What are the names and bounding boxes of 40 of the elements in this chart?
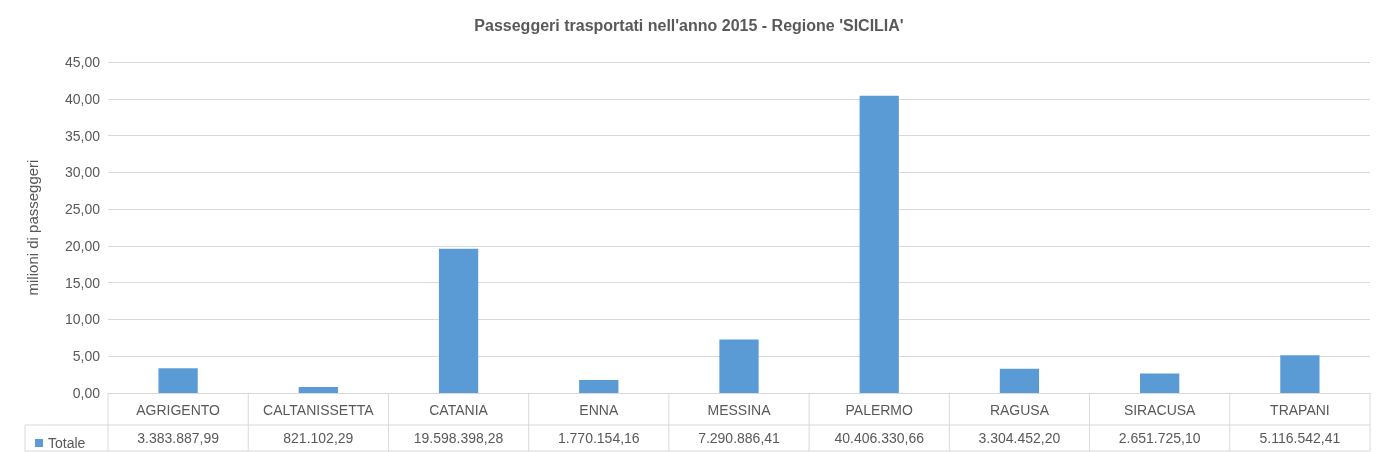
y-tick-label: 25,00 (64, 201, 101, 218)
bar (298, 386, 338, 393)
bar (438, 248, 479, 393)
y-tick-label: 45,00 (64, 54, 101, 70)
x-tick-label: RAGUSA (989, 402, 1050, 418)
x-tick-label: ENNA (579, 402, 619, 418)
bar (719, 339, 759, 393)
y-tick-label: 40,00 (64, 90, 101, 107)
chart-title: Passeggeri trasportati nell'anno 2015 - Regione 'SICILIA' (474, 16, 904, 34)
y-axis-title: milioni di passeggeri (24, 159, 41, 296)
y-tick-label: 20,00 (64, 237, 101, 254)
text: 3.304.452,20 (978, 430, 1061, 446)
x-tick-label: CATANIA (429, 402, 489, 418)
y-tick-label: 15,00 (64, 274, 101, 291)
legend-label: Totale (48, 435, 86, 451)
bar (1280, 355, 1320, 393)
text: 821.102,29 (283, 430, 354, 446)
bar (859, 95, 899, 393)
text: 2.651.725,10 (1118, 430, 1201, 446)
y-tick-label: 10,00 (64, 311, 101, 328)
y-tick-label: 35,00 (64, 127, 101, 144)
text: 7.290.886,41 (698, 430, 781, 446)
bar (579, 379, 619, 393)
y-tick-label: 30,00 (64, 164, 101, 181)
x-tick-label: MESSINA (707, 402, 772, 418)
text: 1.770.154,16 (557, 430, 640, 446)
x-tick-label: CALTANISSETTA (263, 402, 375, 418)
x-tick-label: AGRIGENTO (136, 402, 221, 418)
bar (1140, 373, 1180, 393)
bar (999, 368, 1040, 393)
text: 3.383.887,99 (137, 430, 220, 446)
x-tick-label: TRAPANI (1270, 402, 1330, 418)
x-tick-label: SIRACUSA (1123, 402, 1197, 418)
y-tick-label: 0,00 (72, 385, 101, 401)
text: 40.406.330,66 (834, 430, 925, 446)
text: 5.116.542,41 (1259, 430, 1341, 446)
bar (158, 368, 198, 393)
y-tick-label: 5,00 (72, 348, 101, 365)
text: 19.598.398,28 (413, 430, 504, 446)
x-tick-label: PALERMO (845, 402, 914, 418)
